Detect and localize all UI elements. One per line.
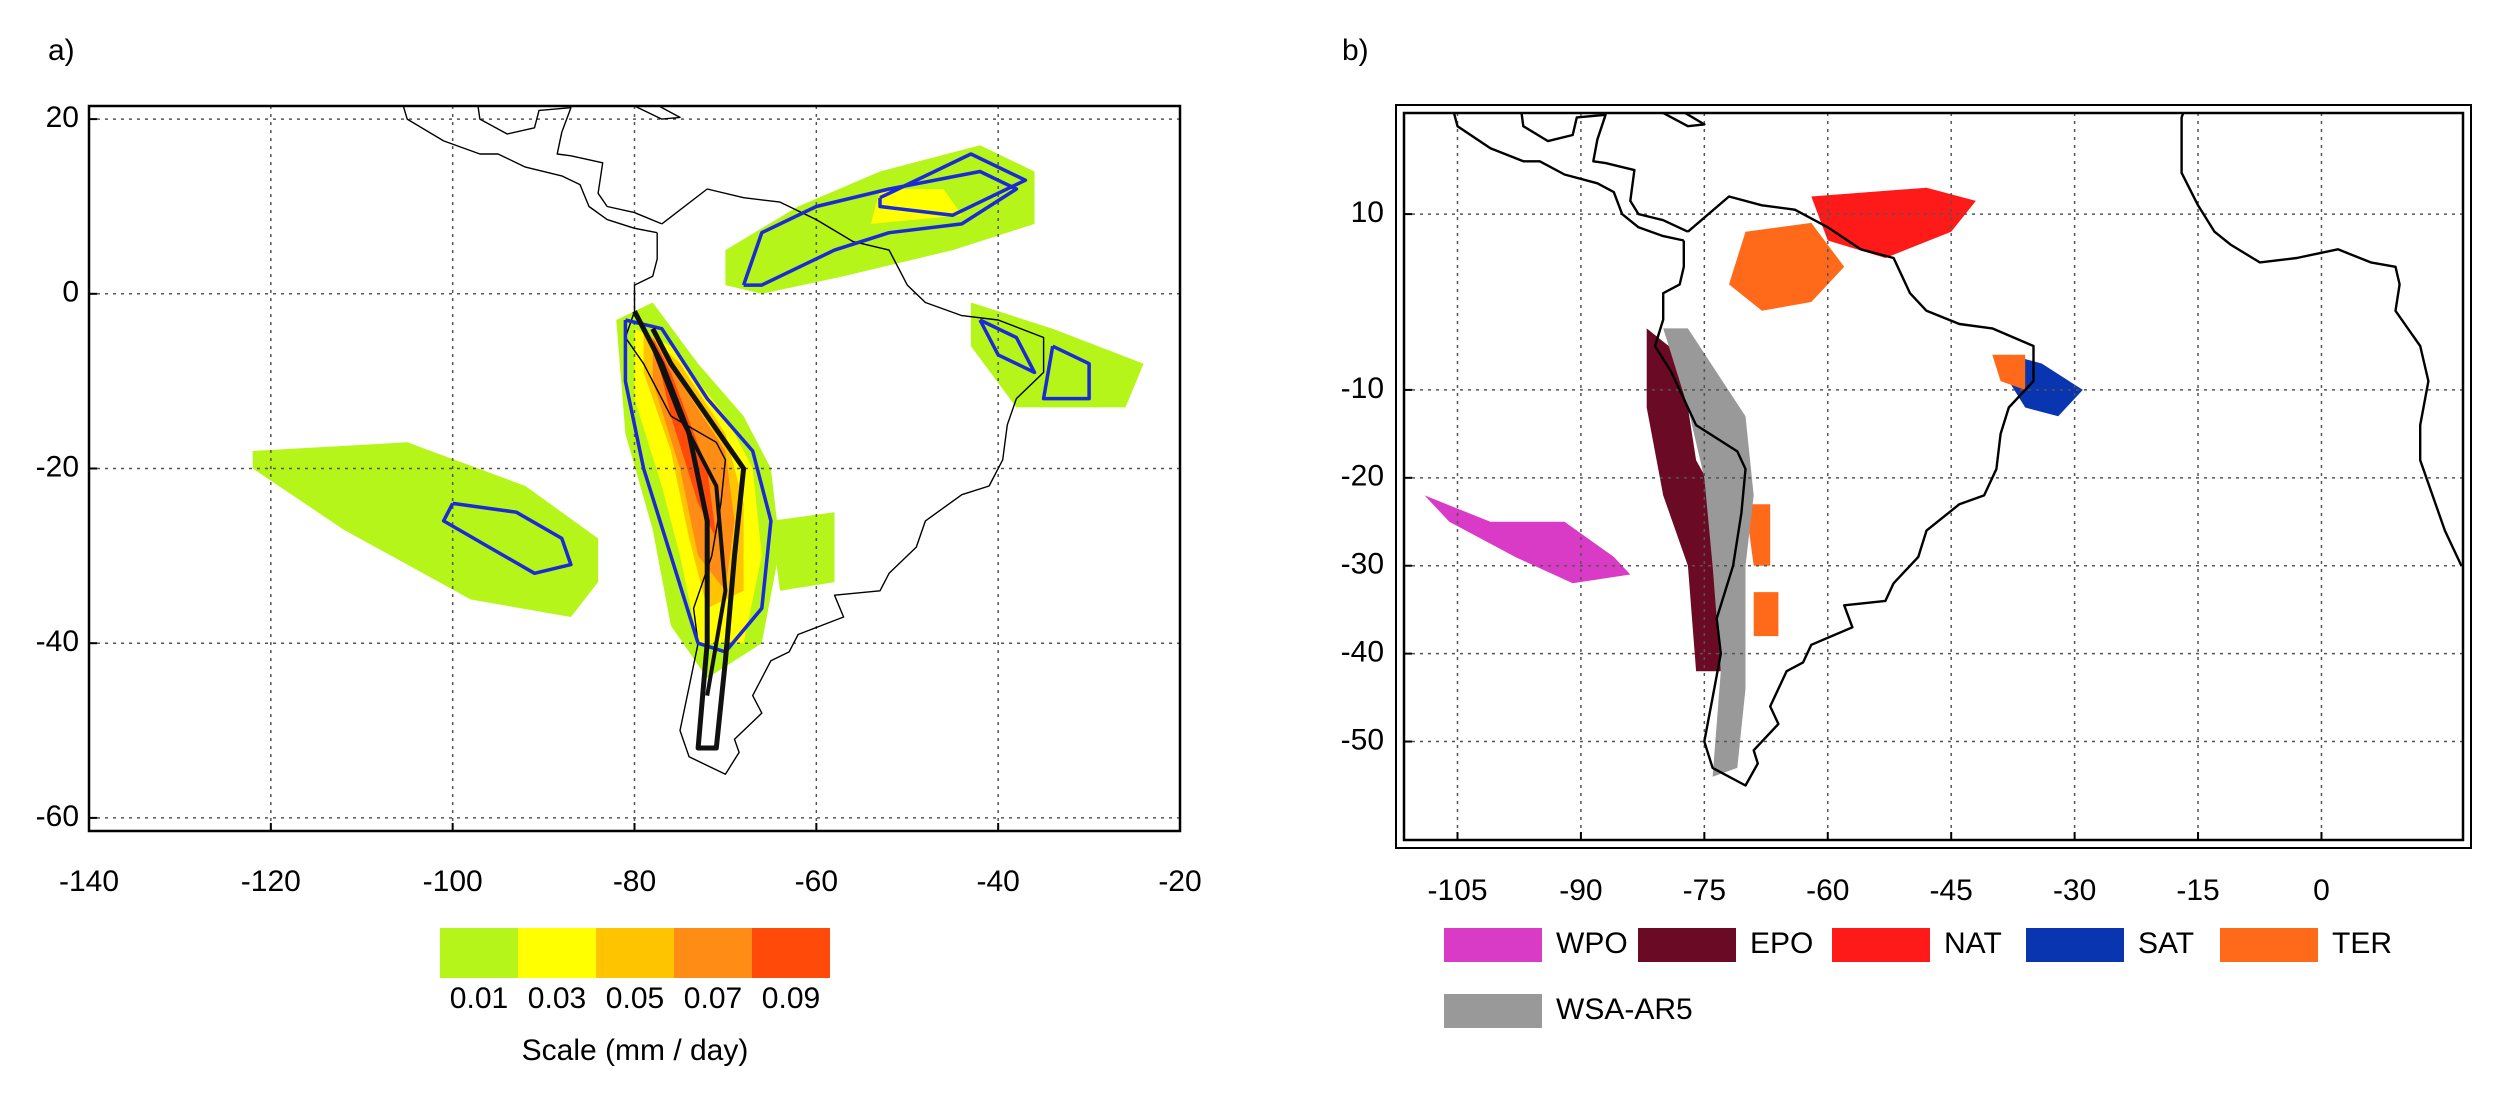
legend-swatch [1444,994,1542,1028]
x-tick-label: -15 [2176,874,2219,907]
legend-label: NAT [1944,927,2002,960]
contour [441,501,573,576]
contour [878,152,1028,217]
x-tick-label: -100 [423,865,483,898]
map-area [1404,113,2463,840]
frame [1402,111,2465,842]
region [1646,328,1721,672]
y-tick-label: -40 [36,625,79,658]
colorbar-swatch [674,928,752,978]
legend-label: WPO [1556,927,1628,960]
x-tick-label: -40 [976,865,1019,898]
region [2008,354,2083,417]
legend-swatch [2220,928,2318,962]
legend-swatch [1638,928,1736,962]
legend-swatch [1444,928,1542,962]
legend-swatch [1832,928,1930,962]
y-tick-label: -30 [1341,548,1384,581]
contour [1653,195,2035,787]
colorbar-swatch [440,928,518,978]
x-tick-label: -60 [1806,874,1849,907]
colorbar-swatch [752,928,830,978]
region [1424,495,1631,584]
colorbar-label: 0.03 [528,982,586,1015]
region [770,512,835,591]
x-tick-label: -90 [1559,874,1602,907]
contour [1452,113,1685,242]
colorbar-title: Scale (mm / day) [522,1034,749,1067]
colorbar-label: 0.07 [684,982,742,1015]
x-tick-label: -20 [1158,865,1201,898]
region [1663,328,1754,777]
y-tick-label: -40 [1341,636,1384,669]
region [1753,592,1779,637]
colorbar-swatch [596,928,674,978]
panel-label: a) [48,34,75,67]
x-tick-label: -60 [795,865,838,898]
contour [623,318,773,654]
legend-label: WSA-AR5 [1556,993,1693,1026]
x-tick-label: -75 [1683,874,1726,907]
region [970,302,1144,408]
legend-swatch [2026,928,2124,962]
region [1745,504,1771,566]
contour [477,106,663,225]
x-tick-label: -30 [2053,874,2096,907]
map-area [89,106,1180,831]
x-tick-label: -120 [241,865,301,898]
region [1811,187,1976,258]
legend-label: TER [2332,927,2392,960]
legend-label: SAT [2138,927,2194,960]
region [252,442,599,617]
contour [1654,113,1706,128]
y-tick-label: -50 [1341,723,1384,756]
y-tick-label: -20 [36,450,79,483]
contour [741,169,1019,287]
panel-label: b) [1342,34,1369,67]
x-tick-label: -105 [1427,874,1487,907]
contour [1520,113,1689,233]
legend-label: EPO [1750,927,1813,960]
colorbar-swatch [518,928,596,978]
x-tick-label: -45 [1930,874,1973,907]
x-tick-label: 0 [2313,874,2330,907]
colorbar-label: 0.05 [606,982,664,1015]
colorbar-label: 0.01 [450,982,508,1015]
x-tick-label: -80 [613,865,656,898]
y-tick-label: 0 [62,276,79,309]
contour [978,318,1037,375]
frame-outer [1395,104,2472,849]
colorbar-label: 0.09 [762,982,820,1015]
contour [1041,344,1091,401]
y-tick-label: -10 [1341,372,1384,405]
y-tick-label: -60 [36,800,79,833]
contour [650,345,728,696]
region [1729,222,1845,311]
contour [2180,113,2463,567]
contour [624,188,1045,775]
y-tick-label: -20 [1341,460,1384,493]
y-tick-label: 20 [46,101,79,134]
contour [402,106,658,234]
y-tick-label: 10 [1351,196,1384,229]
region [1992,354,2026,390]
x-tick-label: -140 [59,865,119,898]
contour [628,106,681,120]
